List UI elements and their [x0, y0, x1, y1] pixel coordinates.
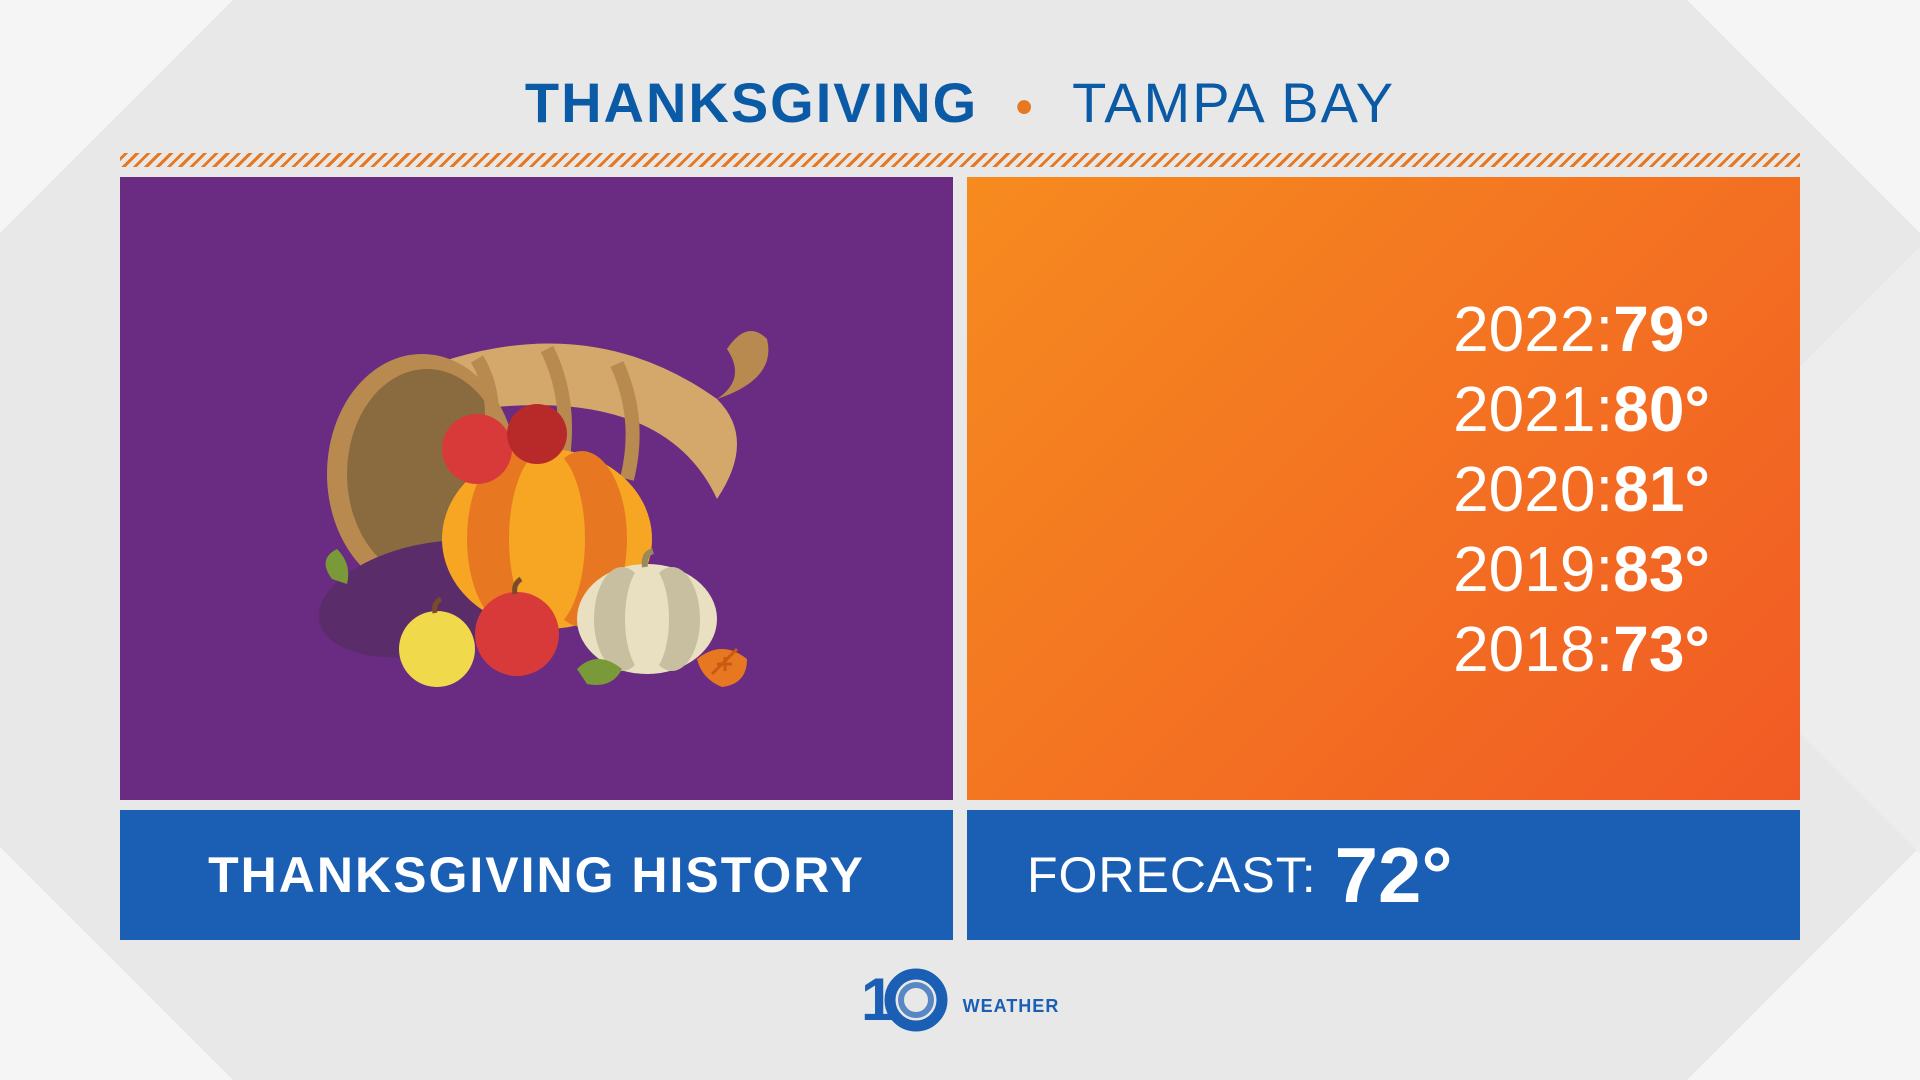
header: THANKSGIVING • TAMPA BAY	[120, 70, 1800, 135]
logo-10-icon: 1	[861, 965, 951, 1035]
temp-row: 2019:83°	[1453, 529, 1710, 609]
weather-graphic: THANKSGIVING • TAMPA BAY	[0, 0, 1920, 1080]
hatch-divider	[120, 153, 1800, 167]
forecast-value: 72°	[1335, 830, 1453, 921]
temp-row: 2018:73°	[1453, 609, 1710, 689]
temp-year: 2021	[1453, 373, 1595, 445]
station-logo: 1 WEATHER	[120, 960, 1800, 1040]
temp-year: 2020	[1453, 453, 1595, 525]
cornucopia-icon	[277, 279, 797, 699]
header-separator-dot: •	[1016, 81, 1035, 134]
temp-value: 81°	[1613, 453, 1710, 525]
history-label-panel: THANKSGIVING HISTORY	[120, 810, 953, 940]
temp-value: 83°	[1613, 533, 1710, 605]
panel-grid: THANKSGIVING HISTORY 2022:79° 2021:80° 2…	[120, 177, 1800, 940]
temp-row: 2021:80°	[1453, 369, 1710, 449]
temp-year: 2019	[1453, 533, 1595, 605]
temperature-history-panel: 2022:79° 2021:80° 2020:81° 2019:83° 2018…	[967, 177, 1800, 800]
temperature-list: 2022:79° 2021:80° 2020:81° 2019:83° 2018…	[1453, 289, 1710, 689]
temp-value: 80°	[1613, 373, 1710, 445]
forecast-label: FORECAST:	[1027, 846, 1317, 904]
illustration-panel	[120, 177, 953, 800]
logo-weather-text: WEATHER	[963, 984, 1060, 1017]
temp-value: 73°	[1613, 613, 1710, 685]
temp-value: 79°	[1613, 293, 1710, 365]
temp-year: 2018	[1453, 613, 1595, 685]
header-title-regular: TAMPA BAY	[1072, 71, 1395, 134]
right-column: 2022:79° 2021:80° 2020:81° 2019:83° 2018…	[967, 177, 1800, 940]
left-column: THANKSGIVING HISTORY	[120, 177, 953, 940]
header-title-bold: THANKSGIVING	[525, 71, 978, 134]
temp-year: 2022	[1453, 293, 1595, 365]
forecast-panel: FORECAST: 72°	[967, 810, 1800, 940]
temp-row: 2020:81°	[1453, 449, 1710, 529]
temp-row: 2022:79°	[1453, 289, 1710, 369]
history-label: THANKSGIVING HISTORY	[208, 846, 865, 904]
